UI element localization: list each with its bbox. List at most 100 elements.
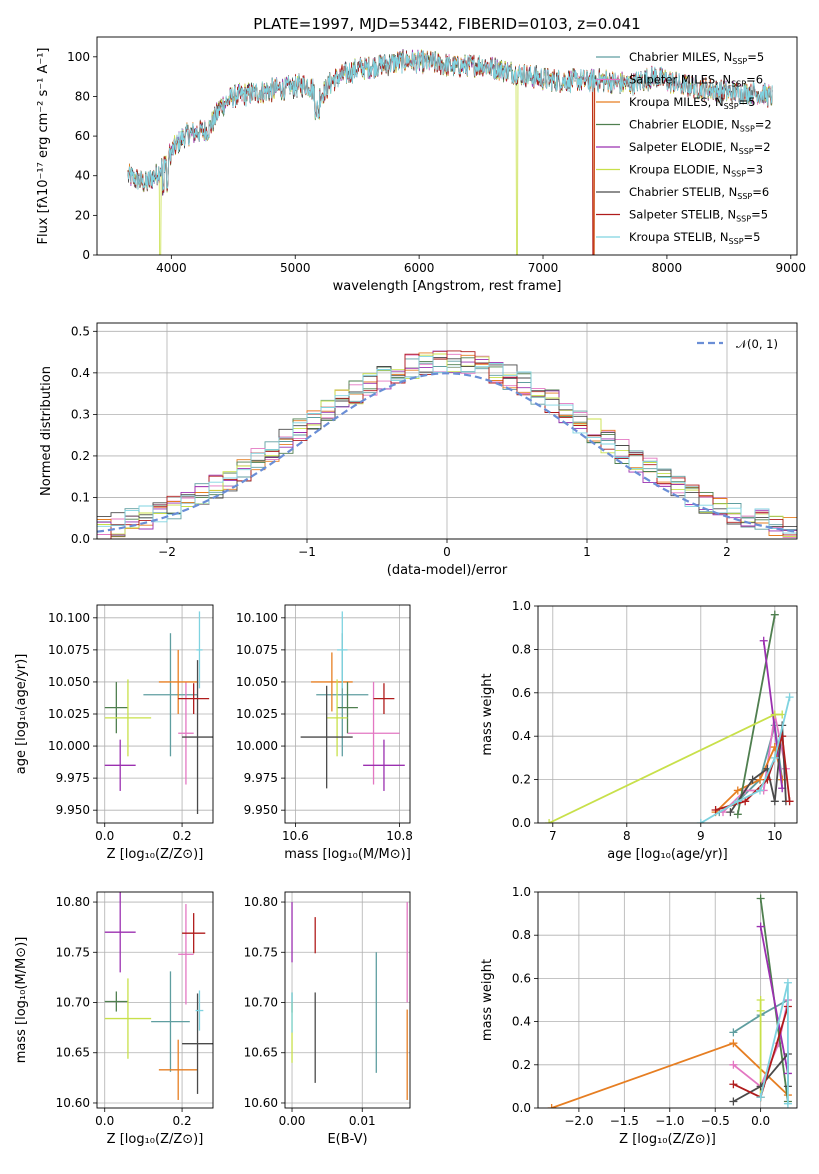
normal-reference-curve (97, 372, 795, 533)
weight-line-chabrier-elodie (736, 614, 776, 815)
weight-marker (733, 797, 742, 806)
legend-label: Kroupa MILES, NSSP=5 (629, 95, 756, 111)
weight-vs-metallicity-panel: −2.0 −1.5 −1.0 −0.5 0.0 0.0 0.2 0.4 0.6 0.8 1.0 Z [… (480, 885, 798, 1147)
legend-model-name: Salpeter MILES (629, 73, 715, 87)
weight-marker (756, 786, 764, 795)
spectrum-line-kroupa-stelib (127, 50, 773, 191)
weight-lines (545, 610, 794, 823)
legend-n-text: , N (723, 140, 739, 154)
weight-lines (547, 894, 792, 1108)
y-tick-label: 1.0 (512, 885, 531, 899)
errorbar-point (158, 1039, 198, 1100)
errorbar-point (104, 991, 128, 1012)
axes-frame (96, 604, 214, 824)
legend-n-text: , N (720, 208, 736, 222)
y-tick-label: 10.60 (56, 1096, 90, 1110)
weight-marker (711, 805, 720, 814)
legend-n-text: , N (715, 163, 731, 177)
histogram-kroupa-elodie (97, 353, 797, 538)
errorbar-point (373, 683, 395, 714)
x-tick-label: 0.0 (751, 1114, 770, 1128)
errorbar-point (337, 681, 358, 734)
weight-line-kroupa-elodie (548, 713, 783, 823)
weight-marker (729, 1028, 738, 1037)
y-tick-label: 0.0 (512, 816, 531, 830)
x-tick-label: 8 (623, 829, 631, 843)
legend-model-name: Kroupa MILES (629, 95, 708, 109)
errorbars (104, 892, 213, 1100)
errorbar-point (363, 739, 405, 791)
legend-subscript: SSP (737, 192, 752, 201)
x-axis-label: (data-model)/error (387, 563, 508, 578)
weight-marker (729, 1039, 738, 1048)
age-vs-metallicity-panel: 0.0 0.2 9.950 9.975 10.000 10.025 10.050 10.075… (14, 604, 214, 862)
x-axis-label: wavelength [Angstrom, rest frame] (333, 279, 562, 294)
weight-marker (729, 1060, 738, 1069)
y-axis-label: mass weight (480, 959, 495, 1041)
y-tick-label: 10.075 (48, 643, 90, 657)
legend-equals: = (751, 208, 761, 222)
weight-marker (756, 996, 765, 1004)
legend-subscript: SSP (739, 147, 754, 156)
errorbar-point (178, 681, 194, 785)
legend-equals: = (739, 95, 749, 109)
x-tick-label: −1 (298, 545, 316, 559)
y-tick-label: 10.075 (236, 643, 278, 657)
y-tick-label: 10.65 (56, 1046, 90, 1060)
weight-marker (729, 1097, 738, 1106)
errorbar-point (347, 681, 400, 785)
y-axis-label: mass weight (480, 673, 495, 755)
errorbar-point (158, 649, 198, 714)
y-tick-label: 0.2 (512, 773, 531, 787)
errorbar-point (326, 679, 348, 757)
y-tick-label: 10.025 (48, 707, 90, 721)
y-tick-label: 0 (82, 248, 90, 262)
weight-marker (756, 775, 764, 784)
x-tick-label: 2 (723, 545, 731, 559)
figure-title: PLATE=1997, MJD=53442, FIBERID=0103, z=0… (253, 15, 640, 33)
axes-frame (96, 36, 798, 256)
legend-subscript: SSP (736, 215, 751, 224)
x-tick-label: 7 (549, 829, 557, 843)
x-tick-label: 6000 (404, 261, 435, 275)
errorbar-point (151, 971, 190, 1072)
x-tick-label: 0.01 (349, 1114, 376, 1128)
y-tick-label: 1.0 (512, 599, 531, 613)
x-axis-label: E(B-V) (327, 1132, 367, 1147)
spectrum-lines (127, 48, 773, 255)
x-tick-label: 10 (767, 829, 782, 843)
legend-nssp-value: 5 (757, 50, 764, 64)
weight-marker (756, 1006, 765, 1015)
x-tick-label: 0.0 (95, 829, 114, 843)
axes-frame (537, 891, 798, 1109)
legend-nssp-value: 3 (756, 163, 763, 177)
y-tick-label: 0.3 (71, 407, 90, 421)
x-tick-label: 1 (583, 545, 591, 559)
weight-marker (756, 1093, 765, 1102)
x-axis-label: mass [log₁₀(M/M⊙)] (284, 847, 411, 862)
errorbar-point (104, 978, 152, 1059)
weight-marker (770, 710, 779, 719)
axes-frame (537, 605, 798, 824)
weight-line-salpeter-elodie (759, 926, 789, 1074)
y-tick-label: 10.000 (236, 739, 278, 753)
axes-frame (284, 891, 411, 1109)
y-tick-label: 0.4 (512, 1015, 531, 1029)
legend-nssp-value: 2 (763, 140, 770, 154)
x-tick-label: 9 (697, 829, 705, 843)
mass-vs-metallicity-panel: 0.0 0.2 10.60 10.65 10.70 10.75 10.80 Z [log₁₀(… (14, 891, 214, 1147)
age-vs-mass-panel: 10.6 10.8 9.950 9.975 10.000 10.025 10.050 10.0… (236, 604, 413, 862)
weight-marker (785, 797, 794, 806)
y-tick-label: 10.100 (48, 611, 90, 625)
histogram-salpeter-stelib (97, 350, 797, 539)
legend-n-text: , N (724, 118, 740, 132)
y-tick-label: 10.050 (48, 675, 90, 689)
errorbars (104, 611, 213, 815)
y-axis-label: Normed distribution (39, 366, 54, 496)
x-tick-label: 10.6 (282, 829, 309, 843)
weight-marker (726, 808, 735, 817)
y-tick-label: 10.80 (244, 895, 278, 909)
errorbar-point (178, 904, 194, 1005)
legend-model-name: Kroupa ELODIE (629, 163, 715, 177)
weight-marker (770, 797, 779, 806)
